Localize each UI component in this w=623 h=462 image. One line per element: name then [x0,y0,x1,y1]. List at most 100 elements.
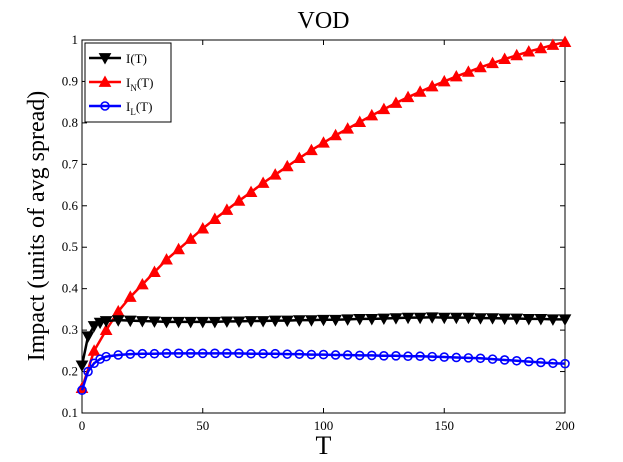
data-point [427,351,437,362]
y-tick-label: 0.8 [62,115,78,130]
data-point [136,277,149,290]
data-point [256,316,270,328]
data-point [136,316,149,328]
data-point [486,313,499,325]
x-tick-label: 100 [314,418,334,433]
y-tick-label: 0.7 [62,156,79,171]
series-layer [75,35,572,396]
series-1 [75,35,572,394]
legend-main: I [126,51,130,66]
data-point [389,313,403,325]
data-point [294,349,305,359]
data-point [548,358,558,369]
data-point [449,312,463,325]
data-point [546,314,560,326]
data-point [81,331,95,343]
x-tick-label: 50 [196,418,209,433]
data-point [462,312,475,325]
data-point [510,48,524,61]
data-point [185,348,196,359]
data-point [160,316,173,329]
series-2 [77,348,570,396]
data-point [511,355,522,366]
series-line [80,352,566,391]
legend-marker [98,53,112,65]
data-point [425,312,439,324]
data-point [210,348,220,359]
data-point [437,74,451,87]
data-point [232,316,246,328]
data-point [439,352,450,362]
data-point [99,323,113,336]
data-point [137,348,148,359]
data-point [474,60,487,73]
data-point [365,314,379,326]
data-point [95,354,105,364]
x-tick-label: 0 [79,418,86,433]
data-point [413,312,427,325]
data-point [148,265,161,277]
data-point [208,212,222,224]
data-point [415,351,425,362]
data-point [462,65,475,77]
x-tick-label: 200 [555,418,575,433]
data-point [522,314,536,326]
data-point [560,358,570,369]
data-point [208,316,222,329]
data-point [293,151,306,164]
data-point [330,350,341,360]
data-point [161,348,172,359]
axis-ticks: 0 50 100 150 200 0.1 0.2 0.3 0.4 0.5 0.6 0.7 0.8 0.9 1 [62,32,575,433]
data-point [403,351,413,362]
data-point [87,344,101,356]
data-point [379,351,389,361]
data-point [172,316,185,329]
data-point [244,316,258,328]
data-point [83,366,93,377]
y-tick-label: 0.5 [62,239,78,254]
data-point [487,354,498,364]
data-point [510,313,524,326]
data-point [77,385,87,396]
data-point [160,253,173,265]
legend-label: IN(T) [126,75,153,93]
x-axis-label: T [316,431,332,460]
data-point [196,316,210,329]
legend-sub: L [130,107,136,117]
series-0 [75,312,572,372]
legend: I(T)IN(T)IL(T) [84,42,172,123]
data-point [222,348,232,359]
data-point [246,348,256,359]
data-point [268,168,282,180]
data-point [149,348,160,359]
data-point [353,314,367,326]
data-point [536,357,546,368]
y-tick-label: 0.9 [62,73,78,88]
data-point [282,349,293,359]
data-point [220,203,234,215]
data-point [401,90,415,103]
data-point [534,41,548,54]
data-point [522,45,536,57]
legend-main: I [126,75,130,90]
data-point [197,348,208,359]
legend-marker [98,75,112,87]
legend-sub: N [130,83,137,93]
data-point [75,360,89,372]
data-point [113,350,124,360]
y-tick-label: 0.2 [62,364,78,379]
data-point [196,222,210,234]
data-point [558,35,572,47]
y-tick-label: 0.1 [62,405,78,420]
data-point [111,315,125,327]
data-point [353,115,367,127]
data-point [413,85,427,97]
legend-suffix: (T) [136,99,153,114]
data-point [546,38,560,50]
y-axis-label: Impact (units of avg spread) [24,91,50,362]
legend-main: I [126,99,130,114]
data-point [305,143,318,156]
data-point [173,348,184,359]
data-point [365,108,379,121]
